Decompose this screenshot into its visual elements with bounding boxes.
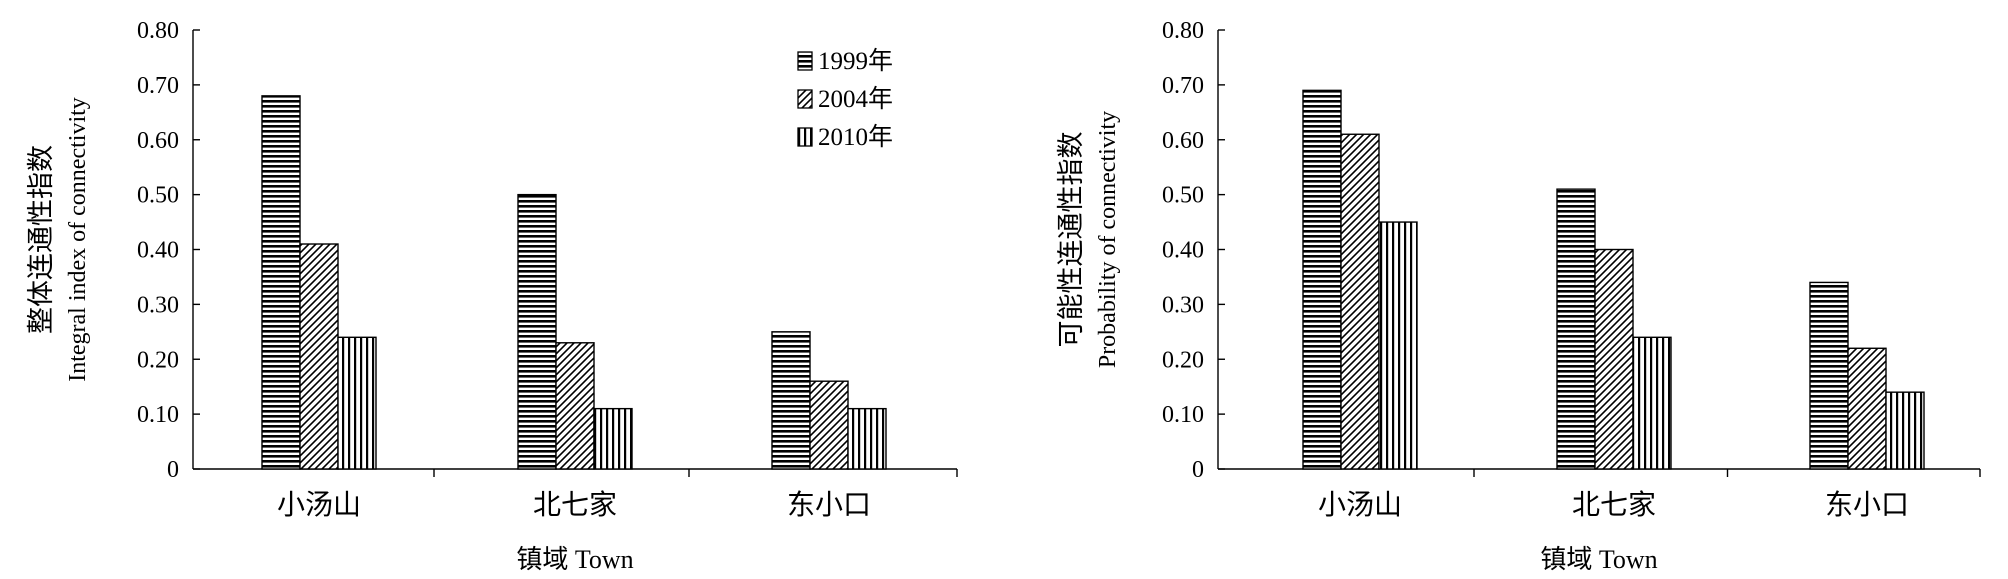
y-axis-title-cn: 整体连通性指数	[26, 145, 56, 334]
bar-1-3	[1809, 281, 1849, 470]
legend-swatch-1	[797, 51, 813, 71]
y-axis-title-en: Probability of connectivity	[1095, 111, 1121, 368]
y-tick-label: 0.70	[1162, 73, 1204, 99]
legend-label-1: 1999年	[818, 47, 893, 75]
bar-3-2	[1632, 336, 1672, 470]
y-tick-label: 0.10	[137, 402, 179, 428]
x-tick-label: 东小口	[787, 489, 871, 521]
y-tick-label: 0.50	[1162, 183, 1204, 209]
bar-2-3	[1847, 347, 1887, 470]
y-tick-label: 0.80	[137, 18, 179, 44]
chart-panel-2: 0 0.10 0.20 0.30 0.40 0.50 0.60 0.70 0.80 小汤山 北七家 东…	[1056, 18, 1981, 574]
bar-2-1	[299, 243, 339, 470]
y-tick-label: 0.70	[137, 73, 179, 99]
y-tick-label: 0.50	[137, 183, 179, 209]
x-tick-label: 北七家	[533, 489, 617, 521]
bar-2-2	[1594, 248, 1634, 470]
y-tick-label: 0	[1192, 457, 1204, 483]
x-tick-label: 东小口	[1825, 489, 1909, 521]
bar-1-1	[261, 95, 301, 470]
bar-3-1	[1378, 221, 1418, 470]
legend: 1999年 2004年 2010年	[797, 47, 893, 151]
y-tick-label: 0.30	[137, 292, 179, 318]
x-tick-label: 小汤山	[277, 489, 361, 521]
y-tick-label: 0.40	[1162, 238, 1204, 264]
x-tick-label: 北七家	[1572, 489, 1656, 521]
y-axis-title-en: Integral index of connectivity	[65, 97, 91, 382]
bar-3-1	[337, 336, 377, 470]
legend-swatch-2	[797, 89, 813, 109]
y-tick-label: 0.40	[137, 238, 179, 264]
x-tick-label: 小汤山	[1318, 489, 1402, 521]
y-tick-label: 0.60	[1162, 128, 1204, 154]
x-axis-title: 镇域 Town	[1540, 545, 1657, 574]
y-axis-title-cn: 可能性连通性指数	[1056, 132, 1086, 348]
y-tick-label: 0.10	[1162, 402, 1204, 428]
x-axis-title: 镇域 Town	[516, 545, 633, 574]
bar-2-3	[809, 380, 849, 470]
bar-1-2	[1556, 188, 1596, 470]
legend-label-3: 2010年	[818, 123, 893, 151]
y-tick-label: 0.20	[1162, 347, 1204, 373]
bar-1-2	[517, 193, 557, 470]
bar-2-2	[555, 342, 595, 470]
bar-3-2	[593, 407, 633, 470]
bar-2-1	[1340, 133, 1380, 470]
legend-swatch-3	[797, 127, 813, 147]
bar-1-1	[1302, 89, 1342, 470]
chart-panel-1: 0 0.10 0.20 0.30 0.40 0.50 0.60 0.70 0.80 小汤山 北七家 东…	[26, 18, 958, 574]
y-tick-label: 0.30	[1162, 292, 1204, 318]
y-tick-label: 0.20	[137, 347, 179, 373]
y-tick-label: 0	[167, 457, 179, 483]
y-tick-label: 0.80	[1162, 18, 1204, 44]
bar-3-3	[847, 407, 887, 470]
legend-label-2: 2004年	[818, 85, 893, 113]
bar-1-3	[771, 331, 811, 470]
bar-3-3	[1885, 391, 1925, 470]
y-tick-label: 0.60	[137, 128, 179, 154]
